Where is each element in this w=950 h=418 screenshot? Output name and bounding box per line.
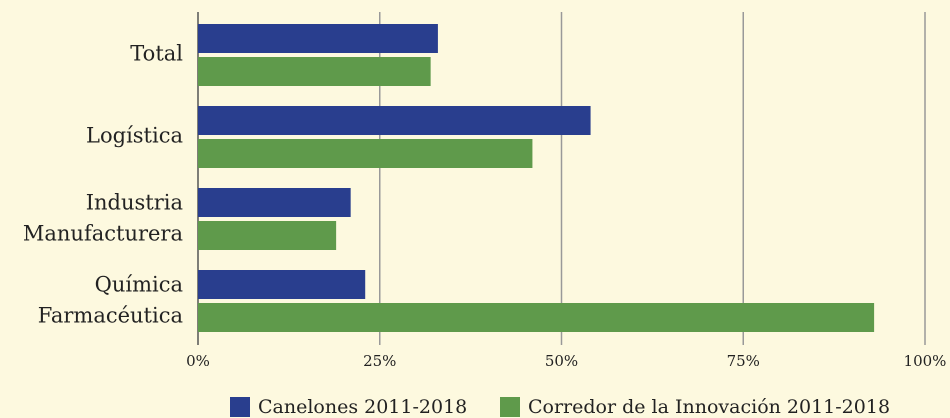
label-line: Química: [95, 272, 183, 296]
x-tick-label: 75%: [727, 352, 760, 370]
legend-swatch: [230, 397, 250, 417]
legend-label: Canelones 2011-2018: [258, 396, 467, 418]
label-line: Farmacéutica: [38, 303, 183, 327]
label-line: Manufacturera: [23, 221, 183, 245]
y-tick-label: Industria Manufacturera: [23, 190, 183, 245]
bar: [198, 24, 438, 53]
bar: [198, 221, 337, 250]
bar: [198, 139, 533, 168]
x-tick-label: 0%: [186, 352, 210, 370]
y-tick-label: Total: [130, 42, 183, 66]
x-tick-label: 100%: [904, 352, 947, 370]
legend-label: Corredor de la Innovación 2011-2018: [528, 396, 890, 418]
bar: [198, 57, 431, 86]
bar: [198, 106, 591, 135]
bar: [198, 188, 351, 217]
legend-swatch: [500, 397, 520, 417]
y-tick-label: Logística: [86, 124, 183, 148]
x-tick-label: 50%: [545, 352, 578, 370]
label-line: Industria: [86, 190, 183, 214]
bar: [198, 303, 875, 332]
x-tick-label: 25%: [363, 352, 396, 370]
bar: [198, 270, 366, 299]
y-tick-label: Química Farmacéutica: [38, 272, 183, 327]
